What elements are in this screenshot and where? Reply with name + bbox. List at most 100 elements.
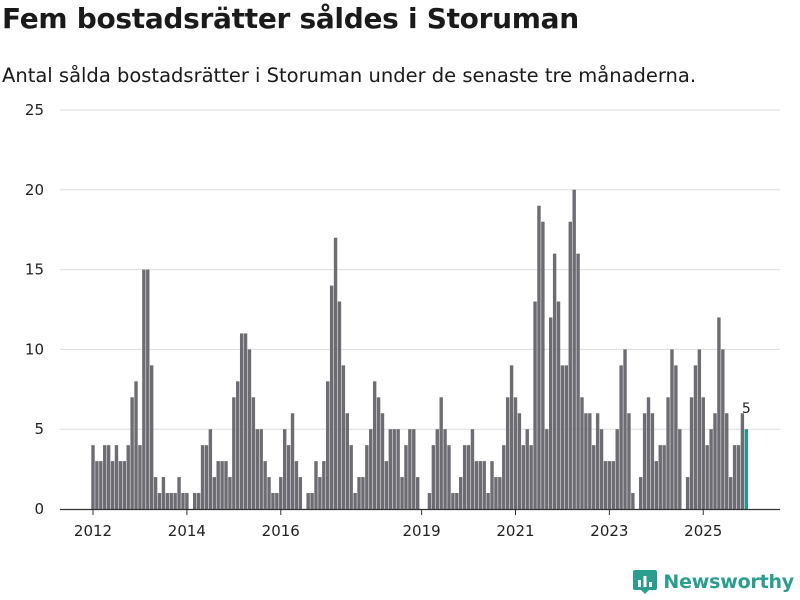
bar (580, 397, 584, 509)
bar (732, 445, 737, 509)
bar (361, 477, 365, 509)
bar (623, 349, 627, 509)
bar (216, 461, 220, 509)
x-tick-label-2025: 2025 (684, 522, 722, 540)
bar (224, 461, 228, 509)
bar (322, 461, 326, 509)
bar (431, 445, 436, 509)
bar (439, 397, 443, 509)
bar (99, 461, 103, 509)
bar (556, 301, 561, 509)
bar (599, 429, 604, 509)
bar (228, 477, 232, 509)
bar (372, 381, 377, 509)
bar (306, 493, 310, 509)
bar (146, 269, 150, 509)
x-tick-label-2016: 2016 (262, 522, 300, 540)
bar (455, 493, 459, 509)
bar (95, 461, 99, 509)
bar (290, 413, 295, 509)
bar (470, 429, 475, 509)
bar (388, 429, 393, 509)
bar (549, 317, 553, 509)
bar (318, 477, 322, 509)
bar (537, 205, 541, 509)
x-tick-label-2023: 2023 (590, 522, 628, 540)
bar (576, 253, 580, 509)
bar (482, 461, 486, 509)
bar (243, 333, 248, 509)
bar (533, 301, 537, 509)
bar (181, 493, 185, 509)
bars (91, 189, 748, 510)
bar (239, 333, 244, 509)
bar (126, 445, 130, 509)
bar (408, 429, 412, 509)
bar (196, 493, 201, 509)
bar (204, 445, 209, 509)
bar (638, 477, 643, 509)
bar (357, 477, 361, 509)
bar (595, 413, 600, 509)
y-tick-label-15: 15 (25, 261, 44, 279)
bar (173, 493, 177, 509)
bar (412, 429, 416, 509)
bar (200, 445, 205, 509)
x-axis: 2012 2014 2016 2019 2021 2023 2025 (60, 508, 780, 540)
bar (736, 445, 741, 509)
x-tick-label-2014: 2014 (168, 522, 206, 540)
bar (392, 429, 396, 509)
bar (282, 429, 287, 509)
bar (693, 365, 698, 509)
bar (286, 445, 291, 509)
bar (380, 413, 385, 509)
bar (728, 477, 733, 509)
bar (193, 493, 197, 509)
bar (294, 461, 299, 509)
bar (685, 477, 690, 509)
bar (654, 461, 659, 509)
bar (91, 445, 95, 509)
bar (478, 461, 482, 509)
bar (619, 365, 623, 509)
bar (662, 445, 666, 509)
bar (369, 429, 373, 509)
bar (134, 381, 138, 509)
y-tick-label-5: 5 (34, 420, 44, 438)
bar (142, 269, 146, 509)
bar (251, 397, 256, 509)
y-tick-label-10: 10 (25, 340, 44, 358)
bar (103, 445, 107, 509)
bar (220, 461, 224, 509)
bar (149, 365, 154, 509)
bar (130, 397, 134, 509)
bar (697, 349, 702, 509)
y-tick-label-0: 0 (34, 500, 44, 518)
bar (435, 429, 439, 509)
bar (349, 445, 353, 509)
highlight-value-label: 5 (742, 401, 751, 417)
newsworthy-brand: Newsworthy (633, 570, 794, 594)
bar (529, 445, 533, 509)
bar (416, 477, 420, 509)
x-tick-label-2021: 2021 (496, 522, 534, 540)
bar (486, 493, 490, 509)
brand-name: Newsworthy (663, 571, 794, 593)
bar (541, 221, 545, 509)
bar (447, 445, 451, 509)
chart-title: Fem bostadsrätter såldes i Storuman (2, 2, 579, 35)
bar (275, 493, 279, 509)
bar (674, 365, 678, 509)
bar (517, 413, 522, 509)
bar (505, 397, 510, 509)
bar (568, 221, 572, 509)
bar (326, 381, 330, 509)
bar (474, 461, 479, 509)
bar (451, 493, 455, 509)
bar (337, 301, 342, 509)
bar (169, 493, 173, 509)
highlight-bar (744, 429, 748, 509)
bar (615, 429, 619, 509)
bar (267, 477, 271, 509)
